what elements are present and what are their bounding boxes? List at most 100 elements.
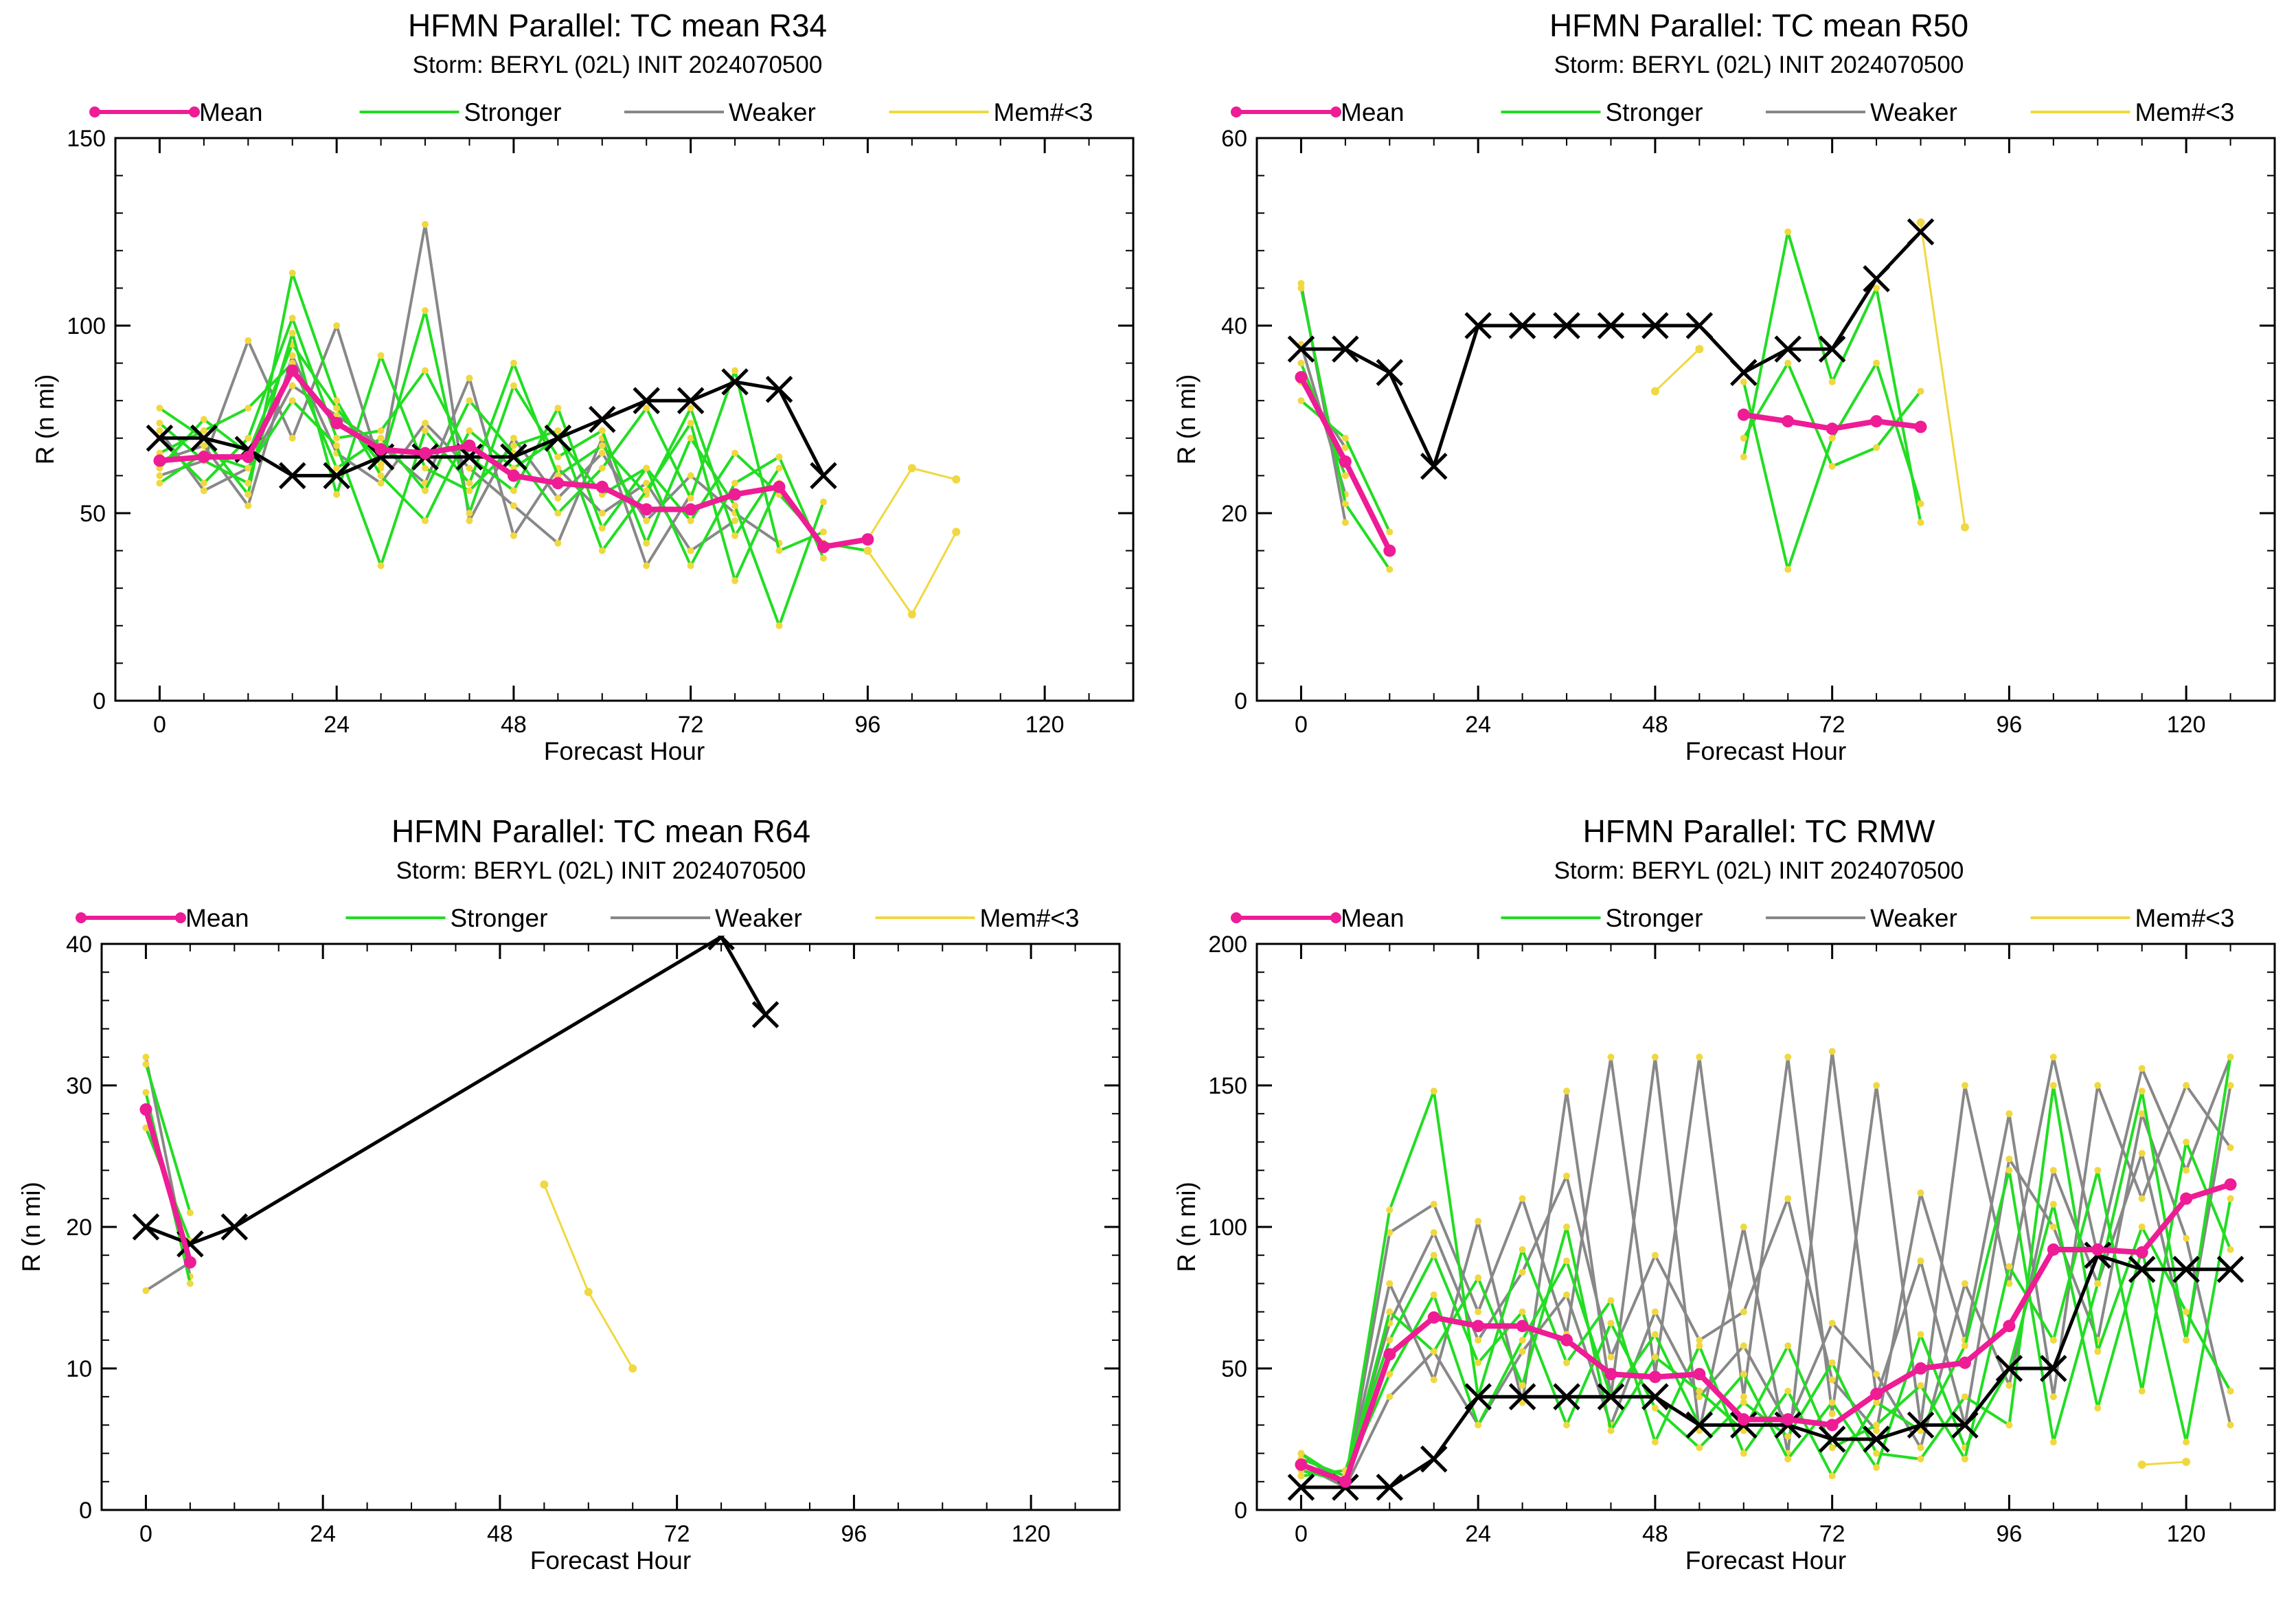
mean-line-point — [1383, 544, 1396, 557]
weaker-member-line-point — [1430, 1229, 1437, 1237]
stronger-member-line-point — [200, 416, 207, 423]
stronger-member-line-point — [333, 397, 341, 405]
mean-line-point — [183, 1256, 196, 1269]
stronger-member-line-point — [2094, 1166, 2102, 1174]
stronger-member-line-point — [1341, 500, 1349, 508]
mean-line-point — [684, 503, 697, 516]
stronger-member-line-point — [1828, 1359, 1836, 1366]
stronger-member-line-point — [2005, 1263, 2013, 1270]
mean-line-point — [1826, 1419, 1839, 1432]
stronger-member-line-point — [1740, 1450, 1747, 1457]
stronger-member-line-point — [422, 307, 429, 315]
stronger-member-line-point — [466, 480, 473, 487]
few-member-line — [867, 467, 957, 540]
mean-line-point — [2224, 1178, 2237, 1191]
y-tick-label: 10 — [66, 1356, 92, 1382]
stronger-member-line-point — [1475, 1274, 1482, 1282]
x-tick-label: 48 — [487, 1521, 513, 1547]
stronger-member-line-point — [288, 315, 296, 322]
stronger-member-line-point — [1430, 1348, 1437, 1355]
stronger-member-line-point — [466, 397, 473, 405]
stronger-member-line-point — [510, 442, 517, 449]
reference-marker — [1420, 452, 1448, 480]
x-tick-label: 0 — [153, 712, 166, 738]
stronger-member-line-point — [2183, 1439, 2190, 1446]
reference-marker — [1685, 1411, 1714, 1439]
weaker-member-line-point — [2138, 1195, 2146, 1202]
stronger-member-line-point — [1784, 1387, 1792, 1395]
weaker-member-line-point — [2183, 1234, 2190, 1242]
weaker-member-line-point — [2138, 1110, 2146, 1118]
stronger-member-line-point — [1828, 1399, 1836, 1406]
weaker-member-line-point — [1563, 1172, 1571, 1180]
weaker-member-line-point — [2138, 1149, 2146, 1157]
few-member-line-point — [584, 1287, 593, 1296]
x-tick-label: 48 — [1642, 712, 1668, 738]
stronger-member-line-point — [1386, 565, 1394, 573]
reference-marker — [1641, 312, 1669, 339]
x-tick-label: 72 — [1819, 712, 1845, 738]
stronger-member-line-point — [1873, 1464, 1880, 1471]
weaker-member-line-point — [2049, 1053, 2057, 1061]
chart-subtitle: Storm: BERYL (02L) INIT 2024070500 — [413, 52, 823, 78]
weaker-member-line-point — [288, 382, 296, 390]
plot-area — [1287, 1048, 2244, 1501]
reference-marker — [544, 425, 572, 452]
stronger-member-line-point — [288, 329, 296, 337]
stronger-member-line-point — [1961, 1455, 1968, 1463]
weaker-member-line-point — [1740, 1342, 1747, 1350]
stronger-member-line-point — [1651, 1331, 1659, 1338]
stronger-member-line-point — [1784, 228, 1792, 236]
y-tick-label: 30 — [66, 1073, 92, 1099]
reference-marker — [1553, 1383, 1580, 1410]
stronger-member-line-point — [1696, 1444, 1703, 1452]
weaker-member-line-point — [1519, 1348, 1526, 1355]
stronger-member-line-point — [2227, 1387, 2234, 1395]
chart-subtitle: Storm: BERYL (02L) INIT 2024070500 — [1554, 857, 1964, 884]
stronger-member-line-point — [775, 547, 783, 554]
weaker-member-line-point — [2227, 1144, 2234, 1151]
stronger-member-line-point — [1386, 1371, 1394, 1378]
weaker-member-line-point — [142, 1287, 150, 1294]
legend-label: Weaker — [1870, 98, 1957, 126]
few-member-line-point — [2182, 1457, 2191, 1466]
legend-label: Stronger — [1606, 904, 1703, 932]
reference-marker — [1553, 312, 1580, 339]
weaker-member-line-point — [1607, 1353, 1615, 1361]
weaker-member-line-point — [1430, 1201, 1437, 1208]
few-member-line-point — [1650, 387, 1659, 396]
y-axis-label: R (n mi) — [31, 374, 59, 465]
reference-marker — [1508, 1383, 1536, 1410]
legend-label: Weaker — [1870, 904, 1957, 932]
stronger-member-line-point — [377, 434, 385, 442]
mean-line-point — [2047, 1243, 2060, 1256]
mean-line-point — [1914, 1362, 1927, 1375]
stronger-member-line-point — [1607, 1320, 1615, 1327]
x-tick-label: 0 — [139, 1521, 152, 1547]
stronger-member-line-point — [333, 434, 341, 442]
stronger-member-line-point — [554, 453, 562, 461]
stronger-member-line-point — [142, 1124, 150, 1131]
stronger-member-line-point — [1917, 1331, 1924, 1338]
weaker-member-line-point — [2227, 1421, 2234, 1429]
weaker-member-line-point — [1961, 1082, 1968, 1089]
x-tick-label: 96 — [1996, 1521, 2022, 1547]
stronger-member-line-point — [731, 449, 739, 457]
weaker-member-line-point — [1651, 1053, 1659, 1061]
chart-subtitle: Storm: BERYL (02L) INIT 2024070500 — [396, 857, 806, 884]
stronger-member-line-point — [643, 464, 650, 472]
weaker-member-line-point — [2094, 1082, 2102, 1089]
stronger-member-line-point — [1784, 359, 1792, 367]
stronger-member-line-point — [2094, 1404, 2102, 1412]
legend-label: Stronger — [464, 98, 562, 126]
few-member-line-point — [1916, 218, 1925, 227]
stronger-member-line-point — [2049, 1201, 2057, 1208]
stronger-member-line-point — [245, 434, 252, 442]
x-tick-label: 24 — [1465, 712, 1491, 738]
legend-entry-stronger: Stronger — [1501, 904, 1703, 932]
weaker-member-line-point — [1475, 1217, 1482, 1225]
few-member-line — [1654, 348, 1701, 392]
stronger-member-line-point — [142, 1089, 150, 1096]
few-member-line-point — [952, 475, 961, 484]
plot-frame — [1255, 137, 2276, 702]
